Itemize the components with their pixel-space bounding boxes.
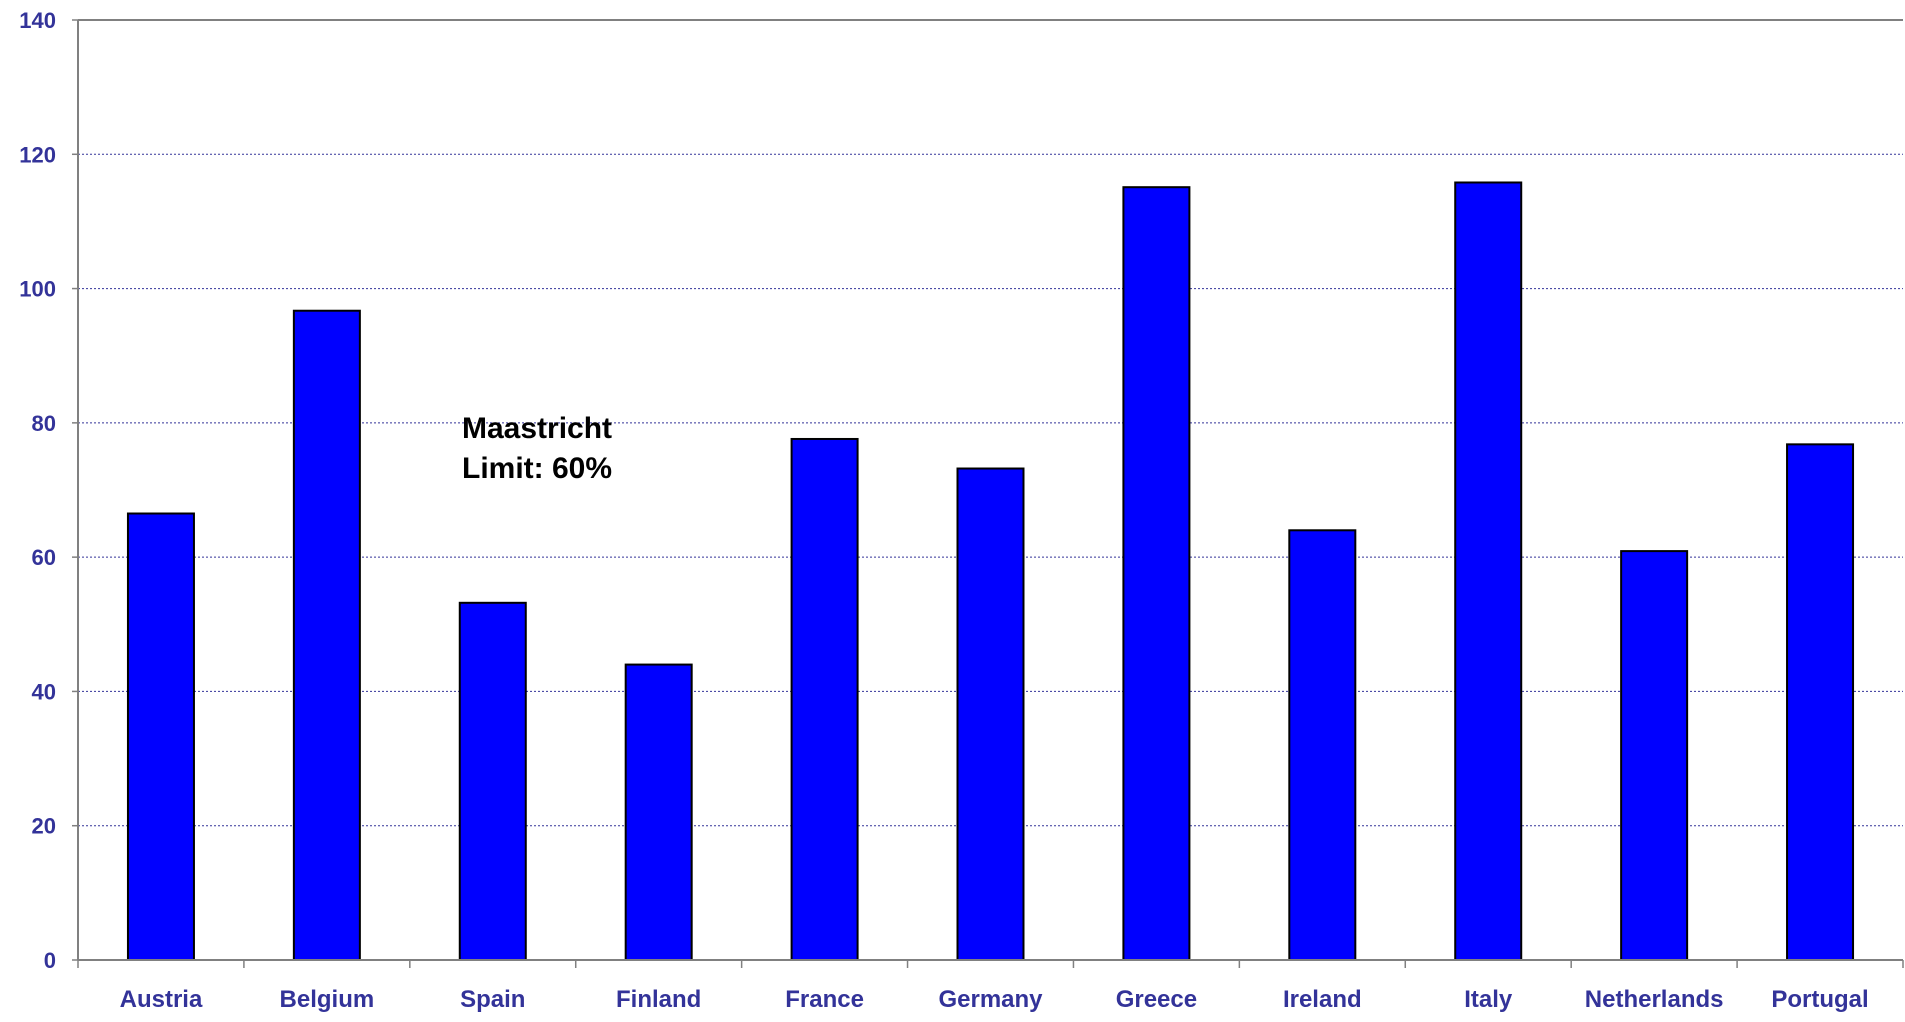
x-tick-label: Austria [120, 986, 203, 1013]
x-tick-label: Ireland [1283, 986, 1362, 1013]
bar-germany [956, 467, 1025, 961]
x-tick-label: Portugal [1771, 986, 1868, 1013]
y-tick-label: 0 [44, 948, 56, 973]
annotation-line-2: Limit: 60% [462, 452, 612, 485]
y-tick-label: 20 [32, 814, 56, 839]
y-tick-label: 140 [19, 8, 56, 33]
y-tick-labels: 0 20 40 60 80 100 120 140 [19, 8, 56, 973]
bar-greece [1122, 186, 1191, 961]
y-tick-label: 100 [19, 277, 56, 302]
x-tick-label: Germany [938, 986, 1043, 1013]
bar-ireland [1288, 529, 1357, 961]
y-tick-label: 40 [32, 679, 56, 704]
bar-france [790, 437, 859, 961]
x-tick-label: Greece [1116, 986, 1197, 1013]
x-tick-label: France [785, 986, 864, 1013]
x-tick-label: Belgium [280, 986, 375, 1013]
bar-portugal [1786, 443, 1855, 962]
bar-netherlands [1620, 550, 1689, 961]
x-tick-label: Netherlands [1585, 986, 1724, 1013]
x-tick-label: Spain [460, 986, 525, 1013]
bar-finland [624, 663, 693, 961]
x-tick-label: Finland [616, 986, 701, 1013]
axes [72, 19, 1904, 968]
y-tick-label: 120 [19, 142, 56, 167]
bar-belgium [292, 309, 361, 961]
bar-italy [1454, 181, 1523, 961]
y-tick-label: 60 [32, 545, 56, 570]
y-tick-label: 80 [32, 411, 56, 436]
x-tick-labels: Austria Belgium Spain Finland France Germany G… [120, 986, 1869, 1013]
annotation-line-1: Maastricht [462, 412, 612, 445]
bar-austria [126, 512, 195, 961]
x-tick-label: Italy [1464, 986, 1513, 1013]
bar-spain [458, 601, 527, 961]
bar-series [126, 181, 1855, 962]
